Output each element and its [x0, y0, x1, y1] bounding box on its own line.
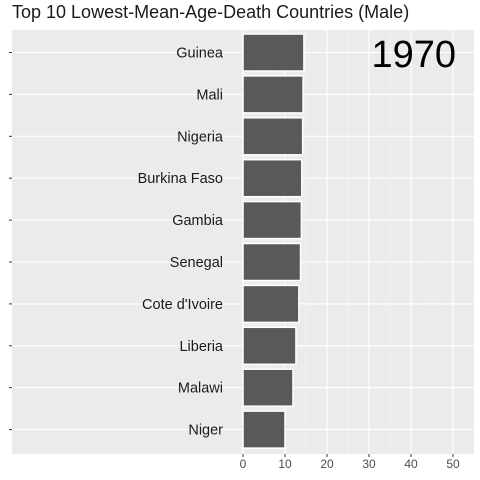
bar	[242, 368, 294, 407]
category-label: Guinea	[176, 46, 224, 62]
category-label: Cote d'Ivoire	[142, 297, 223, 313]
category-label: Liberia	[179, 339, 223, 355]
axis-ticks: 0 10 20 30 40 50	[240, 454, 460, 471]
category-label: Malawi	[178, 381, 223, 397]
bar	[242, 284, 300, 324]
bar	[242, 158, 303, 198]
x-tick-label: 20	[320, 457, 334, 471]
bar	[242, 410, 286, 449]
category-label: Burkina Faso	[138, 171, 223, 187]
bar	[242, 117, 304, 156]
x-tick-label: 30	[362, 457, 376, 471]
bar	[242, 75, 304, 114]
bar	[242, 326, 297, 366]
bar	[242, 33, 305, 72]
x-tick-label: 40	[404, 457, 418, 471]
category-label: Niger	[188, 423, 223, 439]
x-tick-label: 50	[446, 457, 460, 471]
category-label: Mali	[196, 87, 223, 103]
category-label: Senegal	[170, 255, 223, 271]
category-label: Gambia	[172, 213, 224, 229]
category-labels: Guinea Mali Nigeria Burkina Faso Gambia Seneg…	[9, 46, 224, 439]
bar	[242, 200, 303, 240]
bars	[242, 33, 305, 449]
x-tick-label: 10	[278, 457, 292, 471]
grid-lines	[12, 30, 474, 454]
x-tick-label: 0	[240, 457, 247, 471]
bar	[242, 242, 302, 282]
category-label: Nigeria	[177, 129, 224, 145]
chart-title: Top 10 Lowest-Mean-Age-Death Countries (…	[12, 2, 410, 22]
year-label: 1970	[371, 34, 456, 76]
